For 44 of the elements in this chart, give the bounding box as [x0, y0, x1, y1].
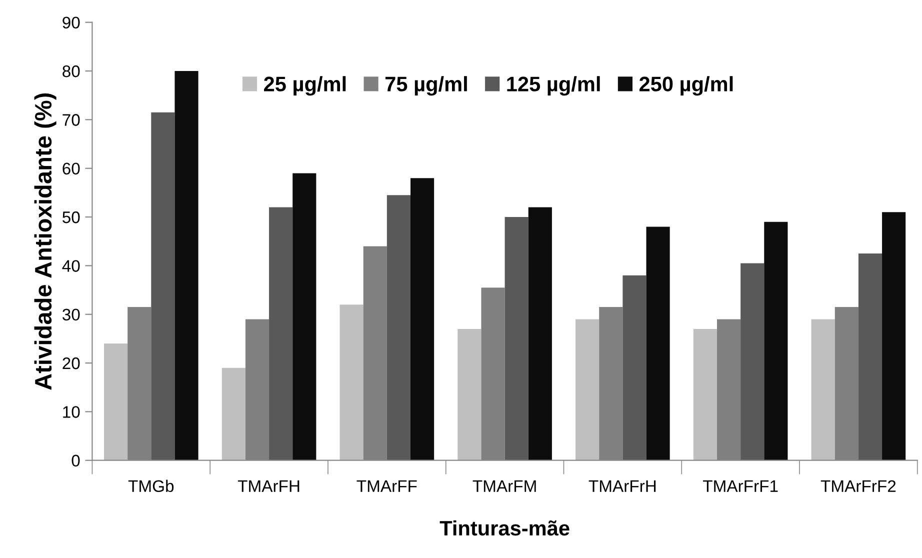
bar: [104, 344, 128, 460]
y-tick-label: 50: [62, 211, 80, 224]
bar: [528, 207, 552, 460]
y-tick-label: 60: [62, 162, 80, 175]
bar: [882, 212, 906, 460]
x-tick-label: TMGb: [128, 480, 174, 492]
bar: [292, 173, 316, 460]
y-axis-title: Atividade Antioxidante (%): [34, 93, 56, 390]
bar: [269, 207, 293, 460]
bar: [222, 368, 246, 460]
bar: [622, 275, 646, 460]
y-tick-label: 0: [72, 454, 80, 467]
x-tick-label: TMArFrF1: [702, 480, 778, 492]
x-axis-title: Tinturas-mãe: [440, 520, 570, 536]
y-tick-label: 80: [62, 65, 80, 78]
legend-label: 25 µg/ml: [264, 76, 346, 96]
bar: [764, 222, 788, 460]
legend-label: 250 µg/ml: [639, 76, 733, 96]
y-tick-label: 40: [62, 260, 80, 272]
y-tick-label: 70: [62, 114, 80, 126]
bar: [740, 263, 764, 460]
bar: [340, 304, 364, 460]
x-tick-label: TMArFrH: [588, 480, 656, 492]
bar: [811, 319, 835, 460]
y-tick-label: 90: [62, 16, 80, 29]
x-tick-label: TMArFF: [356, 480, 417, 492]
bar: [410, 178, 434, 460]
y-tick-label: 30: [62, 308, 80, 321]
bar: [504, 217, 528, 460]
bar: [174, 70, 198, 460]
bar: [693, 328, 717, 460]
x-tick-label: TMArFM: [472, 480, 536, 492]
bar: [858, 254, 882, 460]
bar: [458, 328, 482, 460]
x-tick-label: TMArFH: [238, 480, 300, 492]
bar: [576, 319, 600, 460]
bar: [646, 226, 670, 460]
bar: [151, 112, 175, 460]
legend-label: 75 µg/ml: [385, 76, 467, 96]
y-tick-label: 10: [63, 406, 80, 418]
y-tick-label: 20: [62, 357, 80, 370]
bar: [386, 195, 410, 460]
x-tick-label: TMArFrF2: [820, 480, 896, 492]
legend-label: 125 µg/ml: [507, 76, 600, 96]
